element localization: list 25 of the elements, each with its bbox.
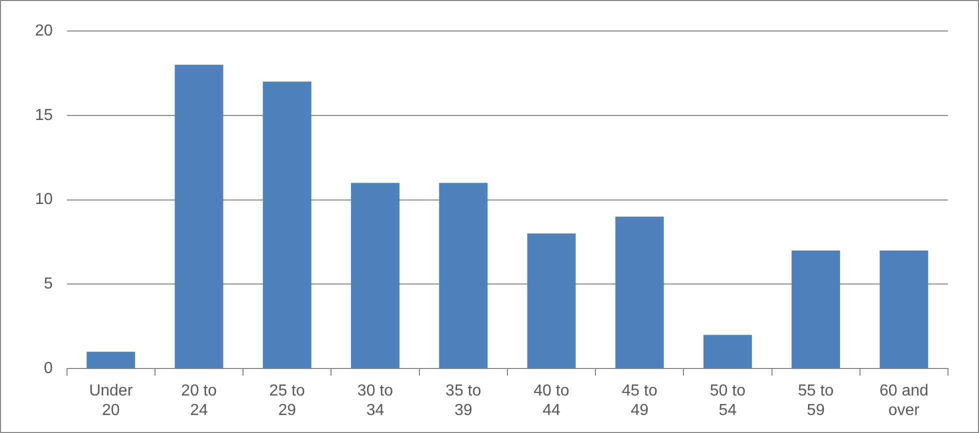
y-tick-label: 10 [35,191,53,208]
x-tick-label: 20 to 24 [181,382,217,419]
y-tick-label: 20 [35,22,53,40]
bar [703,334,752,368]
x-tick-label: 25 to 29 [269,382,305,419]
x-tick-label: 60 and over [879,382,928,419]
bar [174,64,224,368]
x-tick-label: 50 to 54 [710,382,746,419]
x-tick-label: Under 20 [89,382,134,419]
bar [527,234,576,368]
y-tick-label: 15 [35,106,53,124]
bar [262,82,312,368]
bar [350,182,400,368]
x-tick-label: 35 to 39 [446,382,482,419]
bar [86,352,136,368]
bar [792,250,840,368]
x-tick-label: 55 to 59 [798,382,834,419]
y-tick-label: 5 [44,276,53,293]
x-tick-label: 45 to 49 [622,382,658,419]
y-tick-label: 0 [44,360,53,378]
bar [880,250,928,368]
bar [615,216,664,368]
x-tick-label: 40 to 44 [534,382,570,419]
bar [439,182,488,368]
x-tick-label: 30 to 34 [357,382,394,419]
